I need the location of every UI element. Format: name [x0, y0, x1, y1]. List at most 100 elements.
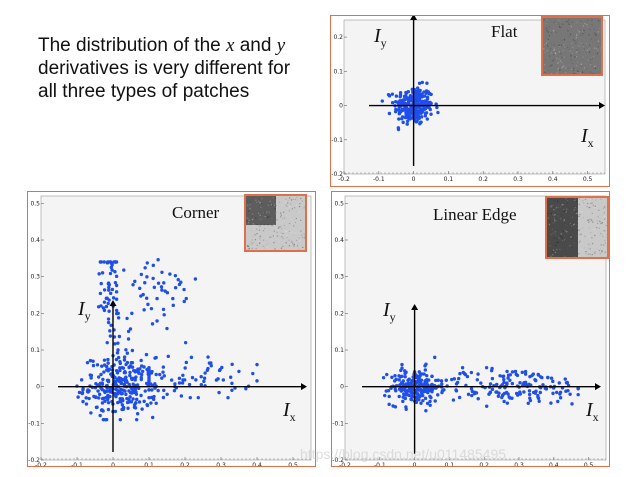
corner-scatter-point — [209, 364, 213, 368]
corner-scatter-point — [145, 275, 149, 279]
corner-scatter-point — [110, 268, 114, 272]
corner-scatter-point — [76, 395, 80, 399]
flat-scatter-point — [429, 92, 433, 97]
corner-scatter-point — [173, 382, 177, 386]
corner-scatter-point — [108, 334, 113, 338]
edge-scatter-point — [501, 374, 505, 379]
edge-scatter-point — [576, 392, 580, 397]
corner-scatter-point — [127, 397, 131, 402]
corner-scatter-point — [114, 357, 119, 362]
flat-scatter-point — [415, 101, 420, 106]
corner-scatter-point — [97, 396, 101, 400]
corner-scatter-point — [134, 397, 139, 402]
edge-scatter-point — [490, 366, 494, 371]
corner-scatter-point — [138, 286, 142, 291]
edge-scatter-point — [425, 382, 430, 387]
corner-scatter-point — [165, 392, 169, 396]
edge-scatter-point — [527, 392, 532, 397]
corner-scatter-point — [176, 277, 180, 282]
corner-scatter-point — [228, 375, 233, 379]
flat-scatter-point — [396, 108, 401, 112]
corner-scatter-point — [77, 390, 82, 395]
corner-scatter-point — [169, 378, 174, 382]
edge-scatter-point — [420, 389, 425, 393]
corner-scatter-point — [120, 403, 125, 407]
flat-x-arrow-head — [599, 102, 605, 110]
edge-panel: -0.2 -0.1 0 0.1 0.2 0.3 0.4 0.5 -0.2 -0.1 0 0.1 0.2 0… — [331, 191, 610, 467]
corner-scatter-point — [189, 355, 194, 360]
edge-scatter-point — [442, 388, 446, 392]
corner-scatter-point — [183, 366, 187, 370]
edge-scatter-point — [423, 396, 428, 401]
corner-scatter-point — [119, 388, 124, 392]
corner-scatter-point — [106, 400, 111, 405]
corner-scatter-point — [89, 411, 93, 415]
corner-scatter-point — [131, 388, 135, 393]
corner-scatter-point — [121, 366, 126, 370]
corner-scatter-point — [230, 381, 234, 386]
corner-scatter-point — [107, 285, 111, 290]
edge-y-tick-label: 0.1 — [334, 347, 344, 354]
edge-scatter-point — [463, 372, 468, 377]
corner-y-tick-label: -0.2 — [28, 457, 40, 464]
flat-scatter-point — [408, 109, 412, 113]
edge-scatter-point — [406, 381, 411, 385]
corner-scatter-point — [162, 313, 166, 317]
edge-scatter-point — [556, 399, 560, 404]
corner-scatter-point — [131, 376, 136, 381]
corner-scatter-point — [151, 276, 155, 281]
edge-scatter-point — [546, 375, 550, 380]
flat-scatter-point — [422, 90, 426, 94]
edge-scatter-point — [494, 390, 498, 394]
edge-scatter-point — [505, 401, 510, 405]
corner-scatter-point — [102, 260, 106, 264]
corner-scatter-point — [84, 396, 88, 400]
flat-scatter-point — [396, 126, 401, 130]
flat-scatter-point — [414, 113, 418, 117]
corner-scatter-point — [101, 417, 106, 422]
caption-line3: all three types of patches — [38, 81, 250, 102]
edge-scatter-point — [508, 373, 512, 377]
corner-scatter-point — [137, 371, 141, 375]
edge-scatter-point — [454, 389, 459, 393]
flat-scatter-point — [429, 112, 433, 116]
edge-x-tick-label: 0.4 — [549, 462, 559, 467]
corner-scatter-point — [128, 370, 132, 375]
edge-scatter-point — [534, 378, 538, 383]
edge-scatter-point — [387, 394, 391, 399]
corner-scatter-point — [133, 370, 138, 374]
edge-y-tick-label: 0.2 — [334, 310, 344, 317]
corner-scatter-point — [101, 396, 106, 400]
edge-scatter-point — [518, 381, 522, 385]
corner-scatter-point — [144, 296, 149, 300]
edge-scatter-point — [414, 375, 419, 379]
flat-scatter-point — [390, 101, 395, 105]
flat-patch-fill — [543, 18, 601, 74]
flat-scatter-point — [425, 95, 430, 99]
edge-scatter-point — [518, 390, 522, 394]
flat-y-tick-label: 0 — [339, 103, 343, 110]
edge-scatter-point — [410, 397, 414, 402]
corner-scatter-point — [105, 340, 109, 345]
edge-scatter-point — [410, 378, 415, 383]
corner-scatter-point — [143, 389, 147, 393]
edge-scatter-point — [508, 378, 512, 383]
corner-scatter-point — [154, 355, 158, 360]
edge-scatter-point — [403, 374, 407, 379]
flat-scatter-point — [435, 105, 439, 110]
corner-scatter-point — [95, 363, 100, 367]
corner-scatter-point — [127, 389, 131, 393]
edge-scatter-point — [423, 368, 428, 372]
edge-scatter-point — [520, 370, 525, 375]
corner-scatter-point — [99, 372, 103, 377]
flat-y-tick-label: -0.2 — [331, 171, 343, 178]
flat-x-tick-label: 0.3 — [513, 176, 523, 183]
flat-scatter-point — [427, 106, 431, 110]
corner-scatter-point — [171, 303, 175, 308]
corner-x-tick-label: 0.2 — [180, 462, 190, 467]
caption-x-var: x — [226, 35, 235, 56]
edge-scatter-point — [419, 378, 424, 382]
corner-x-tick-label: -0.1 — [71, 462, 83, 467]
corner-scatter-point — [109, 265, 114, 270]
corner-scatter-point — [88, 358, 93, 363]
